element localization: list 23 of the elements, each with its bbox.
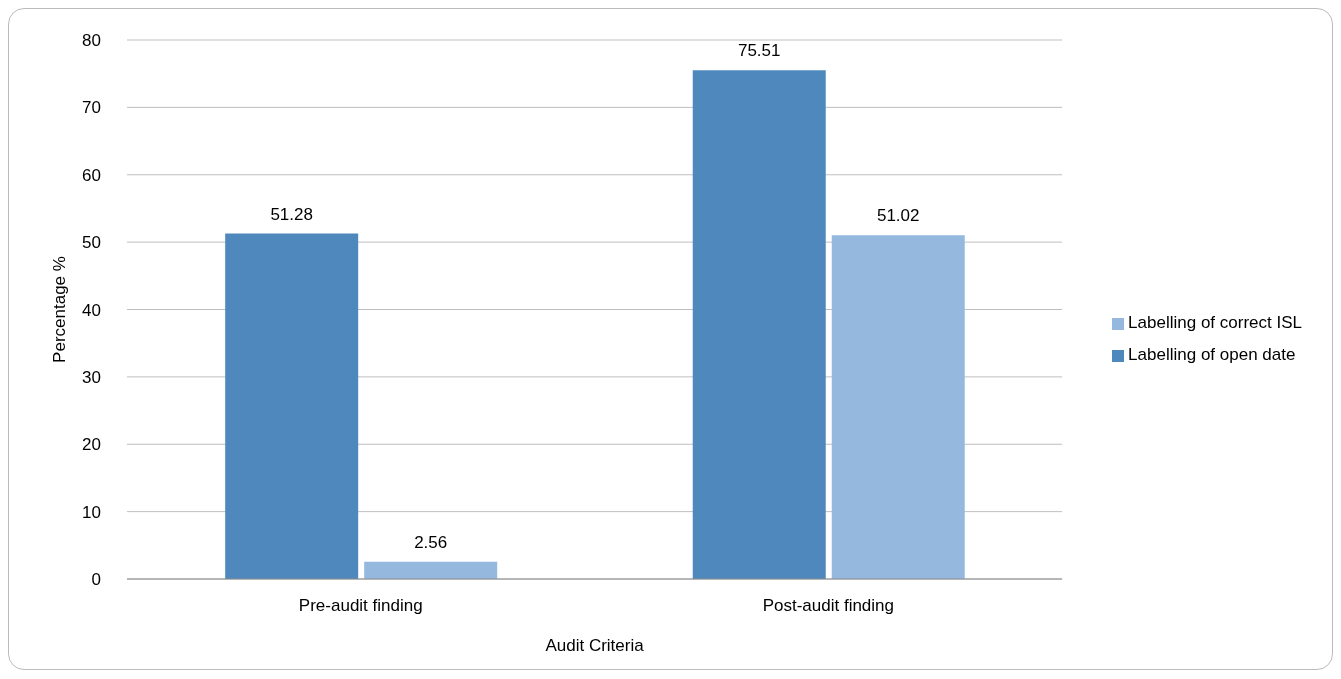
- bar: [831, 235, 965, 579]
- y-tick-label: 80: [82, 31, 101, 51]
- y-axis-title: Percentage %: [50, 256, 70, 363]
- x-axis-title: Audit Criteria: [545, 636, 645, 655]
- y-tick-label: 0: [91, 570, 101, 590]
- legend-label: Labelling of correct ISL: [1128, 313, 1302, 332]
- x-tick-label: Post-audit finding: [762, 596, 895, 616]
- bar: [225, 233, 359, 579]
- y-tick-label: 50: [82, 233, 101, 253]
- data-label: 2.56: [414, 532, 448, 552]
- bar: [692, 70, 826, 579]
- y-tick-label: 20: [82, 435, 101, 455]
- y-tick-label: 10: [82, 502, 101, 522]
- y-tick-label: 60: [82, 165, 101, 185]
- y-tick-label: 40: [82, 300, 101, 320]
- y-tick-label: 30: [82, 367, 101, 387]
- data-label: 51.02: [876, 206, 920, 226]
- data-label: 51.28: [270, 204, 313, 224]
- data-label: 75.51: [737, 41, 781, 61]
- y-tick-label: 70: [82, 98, 101, 118]
- bar: [364, 561, 498, 579]
- legend-label: Labelling of open date: [1128, 345, 1296, 364]
- x-tick-label: Pre-audit finding: [298, 596, 423, 616]
